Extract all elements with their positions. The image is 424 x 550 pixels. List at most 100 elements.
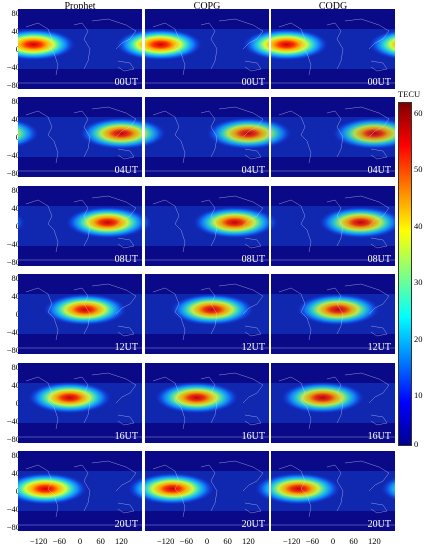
x-axis-tick: 60 <box>223 536 232 546</box>
time-label: 20UT <box>114 519 138 530</box>
tec-map-panel: 00UT <box>271 9 395 89</box>
y-axis-tick: 40 <box>11 114 21 125</box>
x-axis-tick: −60 <box>52 536 66 546</box>
tec-enhancement <box>254 476 269 501</box>
tec-map <box>145 283 269 349</box>
colorbar-unit: TECU <box>398 89 421 99</box>
coastline <box>18 372 142 438</box>
x-axis-tick: 0 <box>77 536 83 546</box>
tec-enhancement <box>170 293 255 326</box>
coastline <box>271 460 395 526</box>
colorbar-tick: 10 <box>414 390 423 400</box>
tec-map-panel: 12UT <box>271 274 395 354</box>
tec-enhancement <box>79 117 142 150</box>
tec-enhancement <box>332 117 395 150</box>
x-axis-tick: 120 <box>367 536 381 546</box>
coastline <box>18 283 142 349</box>
tec-map <box>145 372 269 438</box>
tec-map <box>145 195 269 261</box>
colorbar-tick: 60 <box>414 108 423 118</box>
y-axis-tick: −40 <box>6 149 20 160</box>
x-axis-tick: 120 <box>241 536 255 546</box>
time-label: 12UT <box>241 342 265 353</box>
tec-map <box>271 18 395 84</box>
coastline <box>271 283 395 349</box>
tec-map <box>145 460 269 526</box>
time-label: 16UT <box>241 431 265 442</box>
tec-enhancement <box>145 213 153 232</box>
coastline <box>18 18 142 84</box>
time-label: 00UT <box>367 77 391 88</box>
column-title-codg: CODG <box>318 1 348 12</box>
y-axis-tick: −40 <box>6 238 20 249</box>
time-label: 04UT <box>114 165 138 176</box>
y-axis-tick: 0 <box>0 132 20 142</box>
x-axis-tick: −60 <box>305 536 319 546</box>
column-title-copg: COPG <box>193 1 221 12</box>
tec-enhancement <box>280 381 365 414</box>
tec-enhancement <box>296 293 381 326</box>
y-axis-tick: 80 <box>11 273 21 284</box>
tec-enhancement <box>18 472 88 505</box>
coastline <box>145 460 269 526</box>
time-label: 00UT <box>241 77 265 88</box>
y-axis-tick: 80 <box>11 8 21 19</box>
column-title-prophet: Prophet <box>64 1 96 12</box>
colorbar-tick: 30 <box>414 277 423 287</box>
tec-enhancement <box>145 28 203 61</box>
y-axis-tick: 40 <box>11 203 21 214</box>
tec-map-panel: 00UT <box>145 9 269 89</box>
tec-map <box>271 106 395 172</box>
tec-map-panel: 04UT <box>18 97 142 177</box>
y-axis-tick: 0 <box>0 44 20 54</box>
y-axis-tick: −40 <box>6 61 20 72</box>
tec-enhancement <box>271 472 341 505</box>
tec-enhancement <box>368 29 395 60</box>
x-axis-tick: 60 <box>96 536 105 546</box>
y-axis-tick: 80 <box>11 185 21 196</box>
coastline <box>145 283 269 349</box>
y-axis-tick: −40 <box>6 415 20 426</box>
coastline <box>145 18 269 84</box>
tec-enhancement <box>27 381 112 414</box>
time-label: 12UT <box>367 342 391 353</box>
y-axis-tick: −80 <box>6 344 20 355</box>
colorbar-tick: 20 <box>414 334 423 344</box>
y-axis-tick: 0 <box>0 486 20 496</box>
tec-map-panel: 08UT <box>145 186 269 266</box>
time-label: 16UT <box>114 431 138 442</box>
y-axis-tick: 40 <box>11 26 21 37</box>
y-axis-tick: 0 <box>0 398 20 408</box>
coastline <box>271 195 395 261</box>
y-axis-tick: 40 <box>11 380 21 391</box>
time-label: 20UT <box>241 519 265 530</box>
tec-map-panel: 16UT <box>271 363 395 443</box>
tec-map-panel: 12UT <box>145 274 269 354</box>
tec-enhancement <box>18 119 40 148</box>
tec-enhancement <box>127 476 142 501</box>
coastline <box>145 106 269 172</box>
tec-map-panel: 20UT <box>18 451 142 531</box>
tec-map-panel: 00UT <box>18 9 142 89</box>
time-label: 08UT <box>114 254 138 265</box>
tec-map <box>145 18 269 84</box>
x-axis-tick: 60 <box>349 536 358 546</box>
tec-map <box>271 372 395 438</box>
tec-enhancement <box>145 119 167 148</box>
tec-enhancement <box>115 29 142 60</box>
y-axis-tick: −80 <box>6 167 20 178</box>
tec-enhancement <box>242 29 269 60</box>
coastline <box>271 372 395 438</box>
y-axis-tick: 0 <box>0 309 20 319</box>
y-axis-tick: 40 <box>11 468 21 479</box>
coastline <box>145 372 269 438</box>
y-axis-tick: 80 <box>11 362 21 373</box>
y-axis-tick: −80 <box>6 433 20 444</box>
tec-map <box>271 460 395 526</box>
tec-map <box>145 106 269 172</box>
time-label: 04UT <box>241 165 265 176</box>
tec-map <box>18 106 142 172</box>
tec-enhancement <box>271 119 293 148</box>
x-axis-tick: −120 <box>282 536 301 546</box>
time-label: 04UT <box>367 165 391 176</box>
